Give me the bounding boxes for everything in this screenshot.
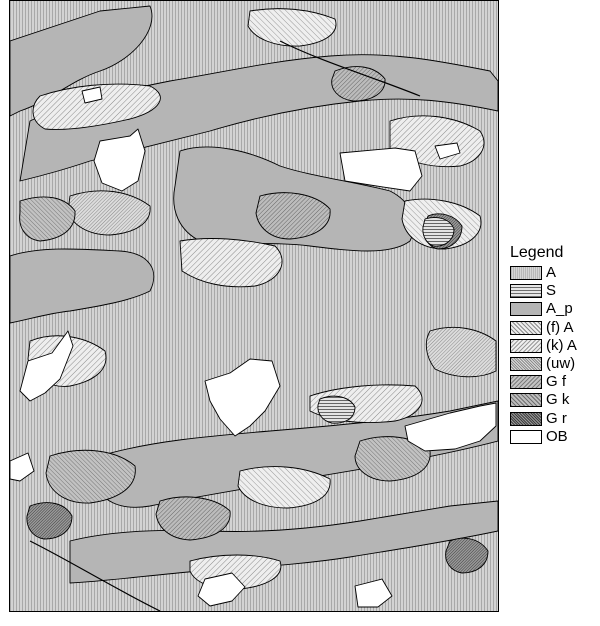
unit-fA-mid [179,238,283,288]
legend-item: G k [510,391,598,409]
legend-swatch [510,393,542,408]
unit-uw-right [425,326,497,378]
unit-OB-small-left [10,452,35,482]
unit-OB-top-right [339,147,423,192]
unit-Gr-lower-right [445,537,489,574]
unit-OB-small-top [81,86,103,104]
unit-Gk-centre [255,192,331,240]
unit-OB-top [93,128,146,192]
unit-Gr-bottom-left [26,502,73,540]
unit-Gf-mid-left [19,196,76,242]
unit-S-mid [317,395,356,424]
unit-OB-mid-left [19,330,74,402]
legend-item: (uw) [510,355,598,373]
legend-item: A_p [510,300,598,318]
legend-item: G r [510,410,598,428]
legend-label: G k [546,391,570,409]
legend-item: OB [510,428,598,446]
legend-swatch [510,375,542,390]
river-line-upper [279,40,421,97]
legend-swatch [510,284,542,299]
unit-OB-small-right [434,142,461,160]
soil-map [9,0,499,612]
unit-kA-lower [237,466,331,509]
legend-label: G r [546,409,567,427]
legend-label: A [546,264,557,282]
unit-Ap-mid-left [10,248,155,324]
legend-label: A_p [546,300,573,318]
unit-OB-centre [204,358,281,437]
legend-item: S [510,282,598,300]
unit-Gf-lower-right [354,436,431,482]
legend-swatch [510,429,542,444]
unit-Gk-top-right [331,66,386,102]
legend-swatch [510,357,542,372]
legend-label: S [546,282,557,300]
map-canvas [10,1,498,611]
unit-S-right [422,217,455,247]
legend-item: (f) A [510,319,598,337]
legend-swatch [510,320,542,335]
legend-swatch [510,338,542,353]
unit-Gf-lower [45,449,136,504]
legend-label: OB [546,427,568,445]
legend-label: (uw) [546,355,576,373]
unit-OB-bottom [197,572,246,607]
unit-OB-bottom-right [354,578,393,608]
unit-OB-right [404,402,497,452]
legend-label: (f) A [546,318,574,336]
legend-swatch [510,266,542,281]
legend-title: Legend [510,244,564,261]
river-line [29,540,161,611]
legend-item: (k) A [510,337,598,355]
unit-Ap-lower-band [94,400,498,508]
legend-label: G f [546,373,567,391]
legend-item: G f [510,373,598,391]
unit-Gk-lower-mid [155,496,231,541]
legend-swatch [510,411,542,426]
unit-fA-top [32,83,161,130]
legend-item: A [510,264,598,282]
unit-uw-upper-left [67,190,151,236]
legend-swatch [510,302,542,317]
legend-label: (k) A [546,336,577,354]
unit-kA-top-centre [247,8,337,47]
map-units [10,5,498,608]
